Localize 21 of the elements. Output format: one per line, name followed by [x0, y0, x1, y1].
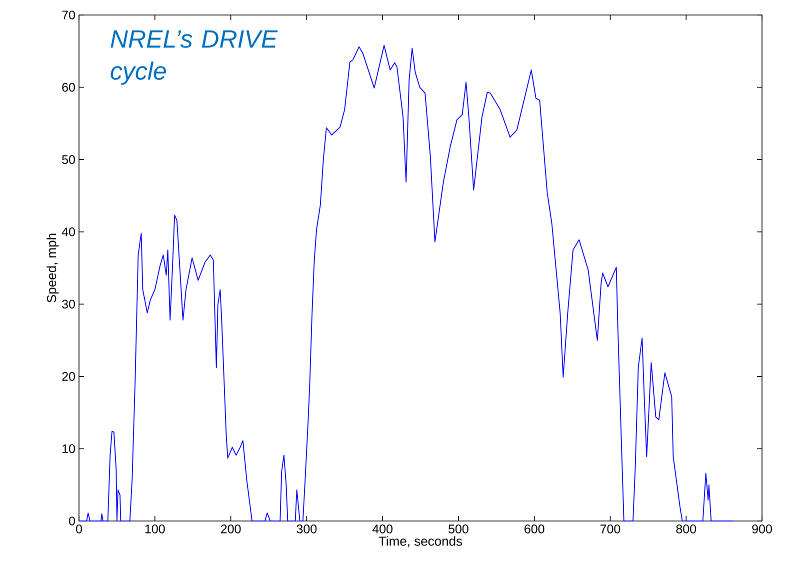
x-tick-label: 600	[524, 524, 544, 534]
x-tick-label: 100	[145, 524, 165, 534]
x-tick-label: 700	[600, 524, 620, 534]
y-tick-label: 0	[69, 516, 75, 526]
x-tick-label: 900	[752, 524, 772, 534]
y-tick-label: 20	[62, 372, 75, 381]
x-tick-label: 500	[448, 524, 468, 534]
y-tick-label: 70	[62, 10, 75, 20]
y-tick-label: 30	[62, 300, 75, 309]
y-tick-label: 60	[62, 82, 75, 92]
y-axis-title: Speed, mph	[46, 234, 59, 302]
text: NREL’s DRIVE cycle	[110, 30, 278, 85]
x-tick-label: 300	[296, 524, 317, 534]
x-tick-label: 0	[76, 524, 82, 534]
x-axis-title: Time, seconds	[378, 536, 462, 548]
x-tick-label: 200	[220, 524, 241, 534]
x-tick-label: 800	[676, 524, 696, 534]
y-tick-label: 40	[62, 227, 75, 236]
y-tick-label: 10	[62, 444, 75, 454]
x-tick-label: 400	[372, 524, 392, 534]
y-tick-label: 50	[62, 155, 75, 164]
